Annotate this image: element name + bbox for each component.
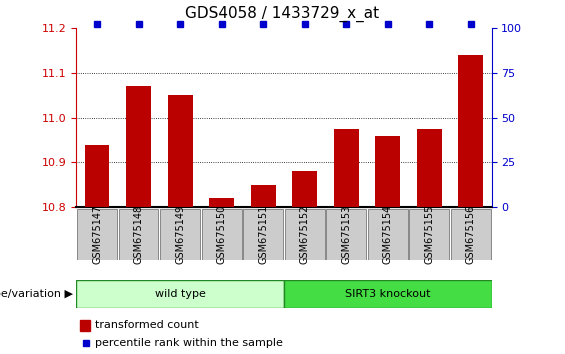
FancyBboxPatch shape [451, 209, 491, 260]
Bar [168, 95, 193, 207]
Text: GSM675156: GSM675156 [466, 205, 476, 264]
Bar [458, 55, 483, 207]
Text: GSM675148: GSM675148 [133, 205, 144, 264]
Text: GSM675149: GSM675149 [175, 205, 185, 264]
Bar [126, 86, 151, 207]
Text: GDS4058 / 1433729_x_at: GDS4058 / 1433729_x_at [185, 5, 380, 22]
Text: GSM675153: GSM675153 [341, 205, 351, 264]
Text: GSM675152: GSM675152 [299, 205, 310, 264]
Text: percentile rank within the sample: percentile rank within the sample [95, 338, 283, 348]
FancyBboxPatch shape [243, 209, 283, 260]
Bar [417, 129, 442, 207]
FancyBboxPatch shape [76, 280, 284, 308]
Text: GSM675150: GSM675150 [216, 205, 227, 264]
Text: SIRT3 knockout: SIRT3 knockout [345, 289, 431, 299]
FancyBboxPatch shape [368, 209, 408, 260]
FancyBboxPatch shape [119, 209, 159, 260]
FancyBboxPatch shape [326, 209, 366, 260]
Text: GSM675151: GSM675151 [258, 205, 268, 264]
FancyBboxPatch shape [160, 209, 200, 260]
FancyBboxPatch shape [77, 209, 117, 260]
FancyBboxPatch shape [284, 280, 492, 308]
Bar [209, 198, 234, 207]
Text: GSM675155: GSM675155 [424, 205, 434, 264]
Bar [292, 171, 317, 207]
Bar [334, 129, 359, 207]
FancyBboxPatch shape [285, 209, 325, 260]
FancyBboxPatch shape [409, 209, 449, 260]
Text: GSM675147: GSM675147 [92, 205, 102, 264]
Text: genotype/variation ▶: genotype/variation ▶ [0, 289, 73, 299]
FancyBboxPatch shape [202, 209, 242, 260]
Text: GSM675154: GSM675154 [383, 205, 393, 264]
Bar [80, 320, 90, 331]
Bar [85, 144, 110, 207]
Text: transformed count: transformed count [95, 320, 199, 330]
Bar [375, 136, 400, 207]
Bar [251, 185, 276, 207]
Text: wild type: wild type [155, 289, 206, 299]
